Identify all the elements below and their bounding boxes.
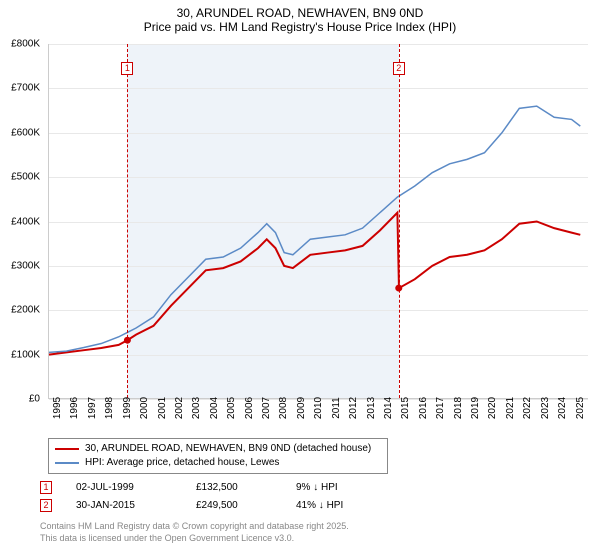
table-row: 1 02-JUL-1999 £132,500 9% ↓ HPI: [40, 478, 396, 496]
legend-swatch-series1: [55, 448, 79, 450]
x-tick-label: 1995: [52, 397, 63, 419]
y-tick-label: £700K: [0, 83, 44, 94]
footer-line2: This data is licensed under the Open Gov…: [40, 532, 349, 544]
x-tick-label: 2015: [400, 397, 411, 419]
x-tick-label: 2004: [209, 397, 220, 419]
transaction-date: 30-JAN-2015: [76, 500, 196, 511]
annotation-box: 1: [121, 62, 133, 75]
transaction-pct: 9% ↓ HPI: [296, 482, 396, 493]
x-tick-label: 2014: [383, 397, 394, 419]
transaction-date: 02-JUL-1999: [76, 482, 196, 493]
x-tick-label: 2013: [366, 397, 377, 419]
annotation-index: 1: [40, 481, 52, 494]
x-tick-label: 2006: [244, 397, 255, 419]
x-tick-label: 2024: [557, 397, 568, 419]
y-tick-label: £200K: [0, 305, 44, 316]
y-tick-label: £500K: [0, 172, 44, 183]
transaction-price: £132,500: [196, 482, 296, 493]
legend-item-series1: 30, ARUNDEL ROAD, NEWHAVEN, BN9 0ND (det…: [55, 442, 381, 456]
annotation-line: [127, 44, 128, 398]
x-tick-label: 2025: [575, 397, 586, 419]
x-tick-label: 1999: [122, 397, 133, 419]
x-tick-label: 2005: [226, 397, 237, 419]
annotation-box: 2: [393, 62, 405, 75]
x-tick-label: 2012: [348, 397, 359, 419]
y-tick-label: £600K: [0, 127, 44, 138]
x-tick-label: 2011: [331, 397, 342, 419]
series-line-1: [49, 106, 580, 352]
annotation-line: [399, 44, 400, 398]
legend-swatch-series2: [55, 462, 79, 464]
x-tick-label: 2000: [139, 397, 150, 419]
line-svg: [49, 44, 588, 398]
x-tick-label: 2010: [313, 397, 324, 419]
x-tick-label: 1996: [69, 397, 80, 419]
legend-label-series1: 30, ARUNDEL ROAD, NEWHAVEN, BN9 0ND (det…: [85, 442, 371, 456]
chart-container: 30, ARUNDEL ROAD, NEWHAVEN, BN9 0ND Pric…: [0, 0, 600, 560]
transactions-table: 1 02-JUL-1999 £132,500 9% ↓ HPI 2 30-JAN…: [40, 478, 396, 514]
transaction-price: £249,500: [196, 500, 296, 511]
y-tick-label: £0: [0, 394, 44, 405]
footer: Contains HM Land Registry data © Crown c…: [40, 520, 349, 544]
table-row: 2 30-JAN-2015 £249,500 41% ↓ HPI: [40, 496, 396, 514]
x-tick-label: 2022: [522, 397, 533, 419]
x-tick-label: 2018: [453, 397, 464, 419]
x-tick-label: 2021: [505, 397, 516, 419]
x-tick-label: 2017: [435, 397, 446, 419]
transaction-pct: 41% ↓ HPI: [296, 500, 396, 511]
y-tick-label: £100K: [0, 349, 44, 360]
x-tick-label: 2008: [278, 397, 289, 419]
plot-area: 12: [48, 44, 588, 399]
x-tick-label: 2020: [487, 397, 498, 419]
series-line-0: [49, 213, 580, 355]
x-tick-label: 1998: [104, 397, 115, 419]
x-tick-label: 2007: [261, 397, 272, 419]
x-tick-label: 1997: [87, 397, 98, 419]
annotation-index: 2: [40, 499, 52, 512]
x-tick-label: 2016: [418, 397, 429, 419]
x-tick-label: 2009: [296, 397, 307, 419]
footer-line1: Contains HM Land Registry data © Crown c…: [40, 520, 349, 532]
x-tick-label: 2023: [540, 397, 551, 419]
legend-label-series2: HPI: Average price, detached house, Lewe…: [85, 456, 279, 470]
x-tick-label: 2001: [157, 397, 168, 419]
title-line1: 30, ARUNDEL ROAD, NEWHAVEN, BN9 0ND: [0, 6, 600, 20]
y-tick-label: £300K: [0, 260, 44, 271]
title-line2: Price paid vs. HM Land Registry's House …: [0, 20, 600, 34]
legend: 30, ARUNDEL ROAD, NEWHAVEN, BN9 0ND (det…: [48, 438, 388, 474]
legend-item-series2: HPI: Average price, detached house, Lewe…: [55, 456, 381, 470]
x-tick-label: 2002: [174, 397, 185, 419]
y-tick-label: £400K: [0, 216, 44, 227]
y-tick-label: £800K: [0, 39, 44, 50]
title-block: 30, ARUNDEL ROAD, NEWHAVEN, BN9 0ND Pric…: [0, 0, 600, 38]
x-tick-label: 2003: [191, 397, 202, 419]
x-tick-label: 2019: [470, 397, 481, 419]
